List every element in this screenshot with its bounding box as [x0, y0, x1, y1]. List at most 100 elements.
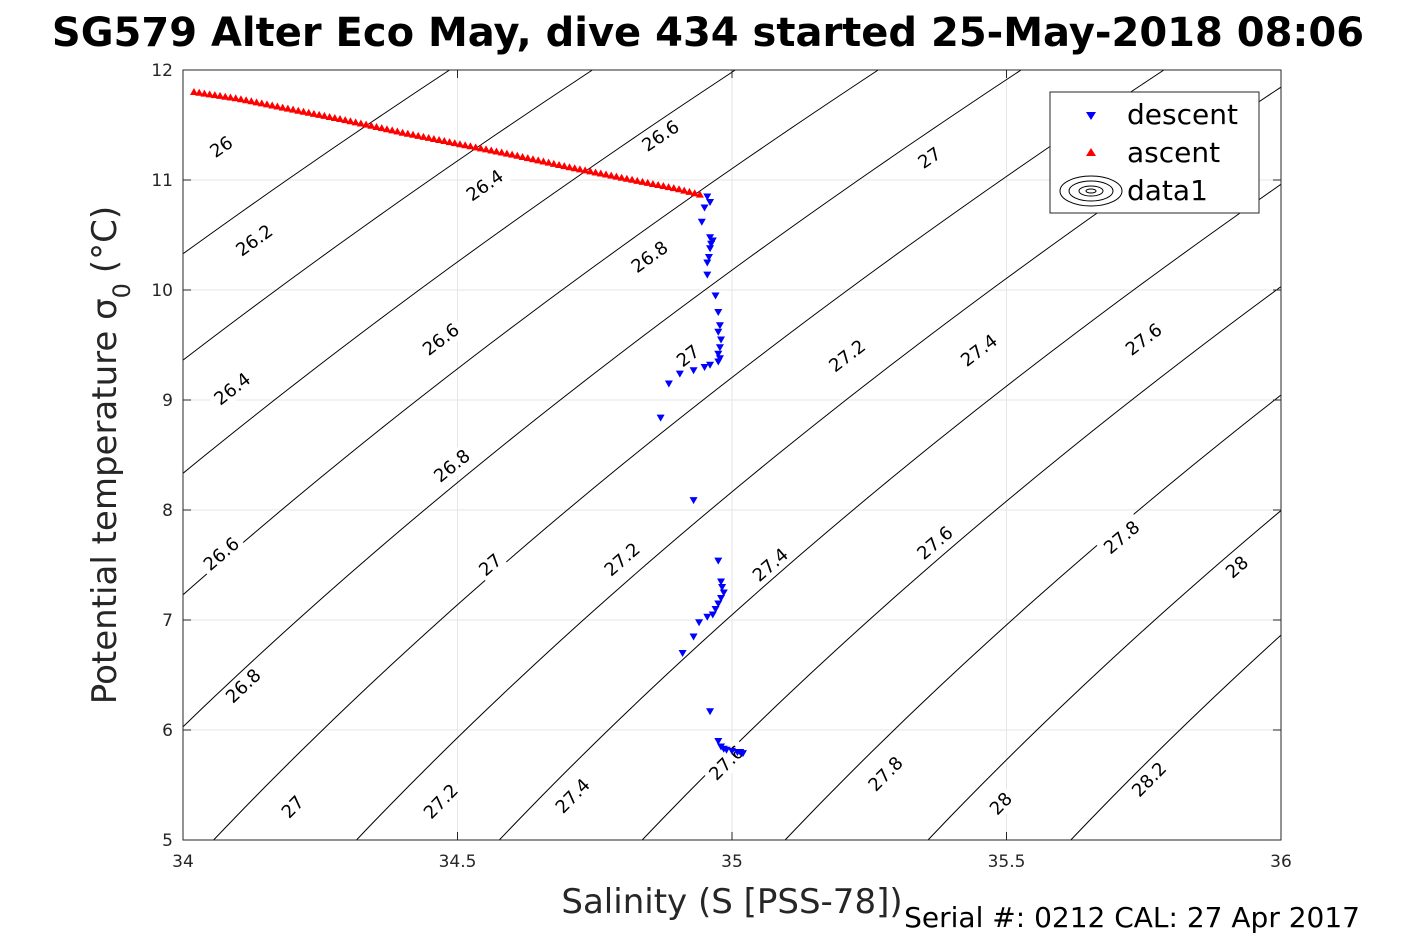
descent-point [718, 584, 727, 591]
ascent-point [299, 107, 308, 115]
ascent-point [320, 111, 329, 119]
ascent-point [690, 189, 699, 197]
ascent-point [382, 125, 391, 133]
descent-point [706, 708, 715, 716]
y-tick-label: 10 [151, 281, 173, 301]
ascent-point [570, 164, 579, 172]
ascent-point [414, 131, 423, 139]
ascent-point [377, 124, 386, 132]
descent-point [717, 595, 726, 602]
descent-point [714, 600, 723, 608]
x-axis-label: Salinity (S [PSS-78]) [561, 882, 902, 922]
ascent-point [403, 129, 412, 137]
contour-label-background [548, 771, 598, 821]
ascent-point [346, 117, 355, 125]
ascent-point [513, 151, 522, 159]
ascent-point [330, 114, 339, 122]
ascent-point [372, 122, 381, 130]
ascent-point [226, 93, 235, 101]
legend-ascent-marker [1086, 148, 1096, 156]
serial-cal-footer: Serial #: 0212 CAL: 27 Apr 2017 [904, 901, 1360, 934]
contour-label-background [228, 217, 281, 264]
ascent-point [528, 155, 537, 163]
ascent-point [262, 100, 271, 108]
ascent-point [497, 148, 506, 156]
ascent-point [362, 120, 371, 128]
ascent-point [315, 110, 324, 118]
ascent-point [409, 130, 418, 138]
legend-data1-contour-icon [1059, 175, 1123, 207]
contour-label-background [196, 530, 247, 578]
contour-label-background [821, 332, 874, 380]
ascent-point [482, 145, 491, 153]
y-axis-label: Potential temperature σ0 (°C) [85, 206, 136, 704]
contour-label-background [953, 327, 1005, 374]
contour-label-background [275, 789, 311, 825]
ascent-point [669, 184, 678, 192]
contour-label-background [1219, 549, 1255, 585]
descent-point [664, 380, 673, 388]
x-tick-label: 34 [172, 852, 194, 872]
ascent-point [252, 98, 261, 106]
contour-label-background [745, 540, 796, 590]
ascent-point [257, 99, 266, 107]
descent-series [656, 193, 747, 758]
ascent-point [195, 88, 204, 96]
ascent-point [539, 157, 548, 165]
y-tick-label: 11 [151, 171, 173, 191]
ascent-point [367, 121, 376, 129]
descent-point [715, 322, 724, 330]
x-tick-label: 35.5 [988, 852, 1026, 872]
x-tick-label: 35 [721, 852, 743, 872]
ascent-point [534, 156, 543, 164]
ascent-point [492, 147, 501, 155]
ascent-point [294, 106, 303, 114]
contour-label-background [206, 365, 259, 413]
contour-label-background [203, 130, 240, 164]
legend-box [1049, 91, 1260, 214]
ascent-point [555, 160, 564, 168]
ascent-point [487, 146, 496, 154]
ascent-point [518, 152, 527, 160]
descent-point [717, 336, 726, 344]
descent-point [707, 240, 716, 248]
ascent-point [628, 175, 637, 183]
x-tick-label: 34.5 [439, 852, 477, 872]
descent-point [717, 578, 726, 586]
contour-line [183, 70, 451, 255]
legend-data1-label: data1 [1127, 174, 1208, 207]
ascent-point [581, 166, 590, 174]
ascent-point [325, 112, 334, 120]
descent-point [697, 218, 706, 226]
contour-label-background [911, 141, 948, 175]
ascent-point [435, 136, 444, 144]
ascent-point [273, 102, 282, 110]
descent-point [703, 259, 712, 267]
ascent-point [351, 118, 360, 126]
ascent-point [591, 168, 600, 176]
descent-point [736, 749, 745, 756]
y-tick-label: 5 [162, 831, 173, 851]
x-tick-label: 36 [1270, 852, 1292, 872]
contour-line [183, 70, 594, 361]
contour-label-background [1096, 513, 1148, 562]
y-axis-label-main: Potential temperature σ [85, 298, 125, 704]
descent-point [704, 254, 713, 261]
descent-point [656, 414, 665, 422]
descent-point [703, 193, 712, 201]
ascent-point [200, 89, 209, 97]
ascent-point [278, 103, 287, 111]
ascent-point [356, 119, 365, 127]
contour-label-background [634, 113, 687, 159]
contour-label-background [1124, 754, 1174, 805]
ascent-point [445, 138, 454, 146]
ascent-point [221, 92, 230, 100]
ascent-point [549, 159, 558, 167]
descent-point [689, 633, 698, 641]
contour-line [498, 183, 1281, 840]
ascent-point [210, 91, 219, 99]
descent-point [675, 370, 684, 378]
descent-point [711, 292, 720, 300]
ascent-point [680, 186, 689, 194]
contour-label-background [218, 661, 269, 711]
